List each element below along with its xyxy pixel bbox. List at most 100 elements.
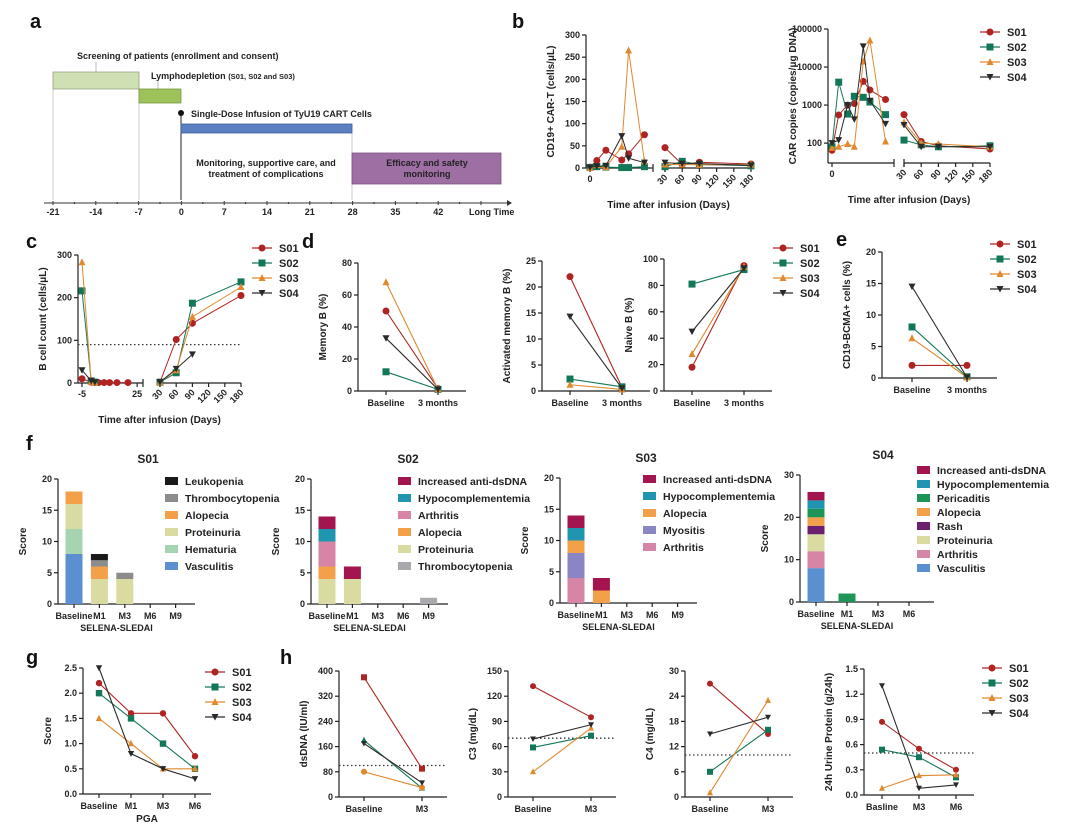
y-axis-label: 24h Urine Protein (g/24h) <box>824 673 835 791</box>
legend-label: Hypocomplementemia <box>663 491 775 503</box>
series-line-s03 <box>691 266 745 355</box>
y-tick-label: 0 <box>531 386 536 396</box>
x-tick-label: 60 <box>672 172 686 186</box>
series-line-s03 <box>385 281 439 390</box>
x-axis-label: Time after infusion (Days) <box>607 200 730 211</box>
series-line-s03 <box>98 717 195 770</box>
bar-segment-leukopenia <box>90 554 108 561</box>
chart-memory-b: 0 20 40 60 80 Memory B (%) Baseline 3 months <box>318 258 466 408</box>
x-tick-label: 30 <box>655 172 669 186</box>
marker-square <box>361 674 367 681</box>
marker-circle <box>916 745 922 752</box>
x-tick-label: 3 months <box>947 385 987 395</box>
series-line-late-s03 <box>903 122 991 148</box>
y-tick-label: 80 <box>648 280 658 290</box>
x-tick-label: M3 <box>913 802 926 812</box>
x-tick-label: Baseline <box>551 398 588 408</box>
legend-swatch <box>643 526 656 534</box>
legend-label: Alopecia <box>663 508 707 520</box>
y-tick-label: 20 <box>42 474 52 484</box>
y-tick-label: 0.0 <box>845 790 858 800</box>
y-tick-label: 400 <box>318 666 333 676</box>
y-axis-label: Score <box>18 527 29 555</box>
marker-triangle <box>988 694 996 701</box>
legend-swatch <box>917 564 930 572</box>
legend-label-s03: S03 <box>1017 269 1037 281</box>
x-tick-label: Baseline <box>691 804 728 814</box>
y-tick-label: 0 <box>653 386 658 396</box>
chart-title: S01 <box>137 452 159 466</box>
marker-circle <box>640 131 648 139</box>
series-line-s03 <box>569 384 623 390</box>
marker-circle <box>191 753 199 760</box>
marker-circle <box>419 784 425 791</box>
x-tick-label: 60 <box>911 167 925 181</box>
infusion-bar <box>180 123 353 134</box>
y-tick-label: 60 <box>648 307 658 317</box>
legend-swatch <box>165 528 178 536</box>
legend-label: Pericaditis <box>937 493 990 505</box>
x-axis-label: PGA <box>136 814 158 825</box>
x-tick-label: M1 <box>595 610 608 620</box>
monitoring-label-2: treatment of complications <box>208 169 323 179</box>
timeline-tick-label: 35 <box>390 207 400 217</box>
marker-triangle <box>566 380 574 388</box>
series-line-s02 <box>532 735 592 748</box>
x-tick-label: 150 <box>721 172 739 190</box>
marker-triangle <box>850 142 858 150</box>
legend-label: Hypocomplementemia <box>937 479 1049 491</box>
marker-circle <box>211 668 219 676</box>
series-line-s01 <box>532 685 592 718</box>
marker-triangle <box>986 58 994 65</box>
y-tick-label: 15 <box>544 504 554 514</box>
marker-circle <box>159 710 167 717</box>
marker-triangle-down <box>156 379 164 386</box>
chart-naive-b: 0 20 40 60 80 100 Naive B (%) Baseline 3 months S… <box>624 243 820 408</box>
marker-square <box>127 715 135 722</box>
marker-triangle-down <box>844 102 852 109</box>
marker-circle <box>707 680 713 687</box>
y-axis-label: Memory B (%) <box>318 294 329 361</box>
marker-triangle <box>625 46 633 54</box>
bar-segment-proteinuria <box>90 579 108 604</box>
chart-sledai-s04: 0 10 20 30 Score Baseline M1 M3 M6 S04 SELENA-SLED… <box>760 448 1049 631</box>
legend-swatch <box>917 466 930 474</box>
panel-label-c: c <box>26 231 37 253</box>
legend-label-s04: S04 <box>232 712 252 724</box>
x-tick-label: M1 <box>93 611 106 621</box>
marker-triangle-down <box>419 780 425 786</box>
marker-triangle <box>996 270 1004 277</box>
marker-square <box>707 768 713 775</box>
x-axis-label: SELENA-SLEDAI <box>333 623 406 633</box>
y-tick-label: 1000 <box>802 100 822 110</box>
y-tick-label: 10 <box>784 555 794 565</box>
marker-triangle-down <box>917 143 925 151</box>
panel-label-h: h <box>280 647 292 669</box>
y-tick-label: 0 <box>300 599 305 609</box>
marker-square <box>882 111 890 119</box>
bar-segment-increased-anti-dsdna <box>318 516 336 529</box>
x-tick-label: Baseline <box>55 611 92 621</box>
x-tick-label: 120 <box>195 387 213 405</box>
series-line-s01 <box>569 276 623 388</box>
marker-triangle <box>211 698 219 705</box>
y-tick-label: 5 <box>549 567 554 577</box>
x-tick-label: M3 <box>119 611 132 621</box>
series-line-s03 <box>911 337 968 378</box>
x-tick-label: Baseline <box>673 398 710 408</box>
timeline-tick-label: -7 <box>135 207 143 217</box>
y-tick-label: 0.6 <box>845 740 858 750</box>
marker-square <box>986 43 994 51</box>
y-tick-label: 150 <box>487 666 502 676</box>
bar-segment-alopecia <box>318 566 336 579</box>
y-tick-label: 10000 <box>797 62 822 72</box>
y-tick-label: 12 <box>669 742 679 752</box>
marker-triangle <box>828 143 836 151</box>
marker-circle <box>258 244 266 252</box>
legend-label-s03: S03 <box>279 273 299 285</box>
legend-swatch <box>917 508 930 516</box>
marker-square <box>419 765 425 772</box>
y-axis-label: C4 (mg/dL) <box>645 708 656 760</box>
legend-label: Arthritis <box>663 542 704 554</box>
x-tick-label: 30 <box>894 167 908 181</box>
